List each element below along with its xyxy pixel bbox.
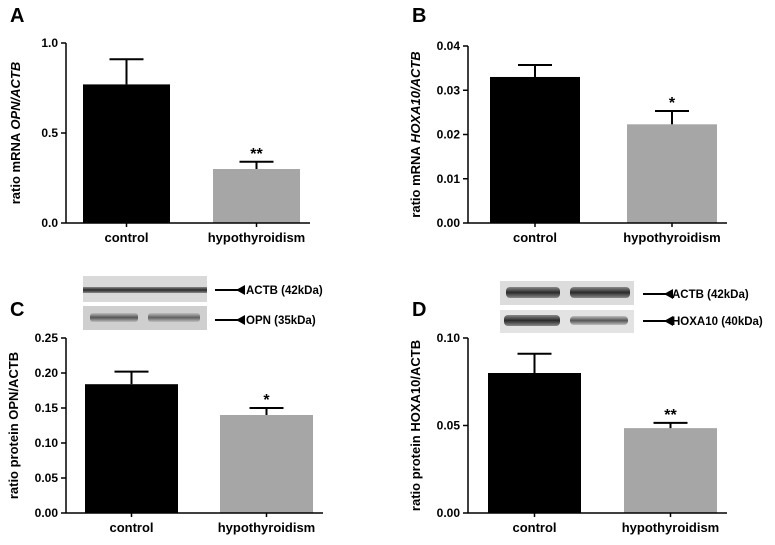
panel-letter: C (10, 299, 24, 321)
y-tick-label: 0.10 (437, 331, 461, 345)
arrow-left-icon (664, 316, 673, 326)
arrow-left-icon (236, 315, 245, 325)
y-tick-label: 0.02 (437, 128, 461, 142)
category-label: control (104, 230, 148, 245)
bar-hypothyroidism (213, 169, 300, 223)
bar-control (488, 373, 581, 513)
category-label: control (512, 520, 556, 535)
blot-layer: ACTB (42kDa) OPN (35kDa) ACTB (42kDa) HOXA1… (83, 276, 763, 333)
significance-marker: ** (250, 146, 263, 163)
y-axis-title: ratio protein OPN/ACTB (6, 352, 21, 499)
y-axis-title-gene: OPN/ACTB (8, 62, 23, 130)
bar-hypothyroidism (220, 415, 313, 513)
y-axis-title: ratio mRNA HOXA10/ACTB (408, 51, 423, 217)
blot-label: ACTB (42kDa) (672, 289, 749, 301)
arrow-left-icon (236, 285, 245, 295)
y-tick-label: 0.01 (437, 172, 461, 186)
blot-band (83, 287, 207, 293)
y-axis-title-gene: HOXA10/ACTB (408, 51, 423, 143)
y-tick-label: 0.25 (35, 331, 59, 345)
y-tick-label: 0.00 (35, 506, 59, 520)
y-tick-label: 0.10 (35, 436, 59, 450)
bar-control (490, 76, 580, 223)
blot-d: ACTB (42kDa) HOXA10 (40kDa) (500, 281, 763, 333)
bar-control (83, 84, 170, 224)
category-label: hypothyroidism (622, 520, 720, 535)
blot-band (570, 287, 630, 298)
panel-letter: A (10, 5, 24, 27)
arrow-left-icon (664, 289, 673, 299)
significance-marker: * (263, 392, 270, 409)
y-tick-label: 1.0 (41, 36, 58, 50)
y-axis-title-text: ratio protein HOXA10/ACTB (408, 340, 423, 511)
bar-control (85, 384, 178, 513)
significance-marker: * (669, 95, 676, 112)
category-label: hypothyroidism (208, 230, 306, 245)
y-tick-label: 0.0 (41, 216, 58, 230)
y-axis-title: ratio protein HOXA10/ACTB (408, 340, 423, 511)
category-label: control (109, 520, 153, 535)
y-tick-label: 0.03 (437, 83, 461, 97)
blot-label: ACTB (42kDa) (246, 285, 323, 297)
bar-hypothyroidism (624, 428, 717, 513)
panel-letter: D (412, 299, 426, 321)
blot-label: OPN (35kDa) (246, 315, 316, 327)
y-tick-label: 0.00 (437, 506, 461, 520)
y-tick-label: 0.00 (437, 216, 461, 230)
y-axis-title-text: ratio mRNA (408, 143, 423, 218)
y-axis-title: ratio mRNA OPN/ACTB (8, 62, 23, 205)
significance-marker: ** (664, 407, 677, 424)
bar-hypothyroidism (627, 124, 717, 223)
blot-band (504, 315, 560, 326)
y-tick-label: 0.5 (41, 126, 58, 140)
category-label: hypothyroidism (218, 520, 316, 535)
panel-letter: B (412, 5, 426, 27)
blot-band (570, 316, 628, 325)
category-label: control (513, 230, 557, 245)
y-tick-label: 0.15 (35, 401, 59, 415)
blot-band (148, 313, 200, 322)
y-tick-label: 0.04 (437, 39, 461, 53)
y-axis-title-text: ratio mRNA (8, 130, 23, 205)
y-tick-label: 0.05 (35, 471, 59, 485)
y-tick-label: 0.20 (35, 366, 59, 380)
blot-band (90, 313, 138, 322)
blot-c: ACTB (42kDa) OPN (35kDa) (83, 276, 323, 330)
y-axis-title-text: ratio protein OPN/ACTB (6, 352, 21, 499)
y-tick-label: 0.05 (437, 419, 461, 433)
blot-label: HOXA10 (40kDa) (672, 316, 763, 328)
blot-band (506, 287, 560, 298)
category-label: hypothyroidism (623, 230, 721, 245)
